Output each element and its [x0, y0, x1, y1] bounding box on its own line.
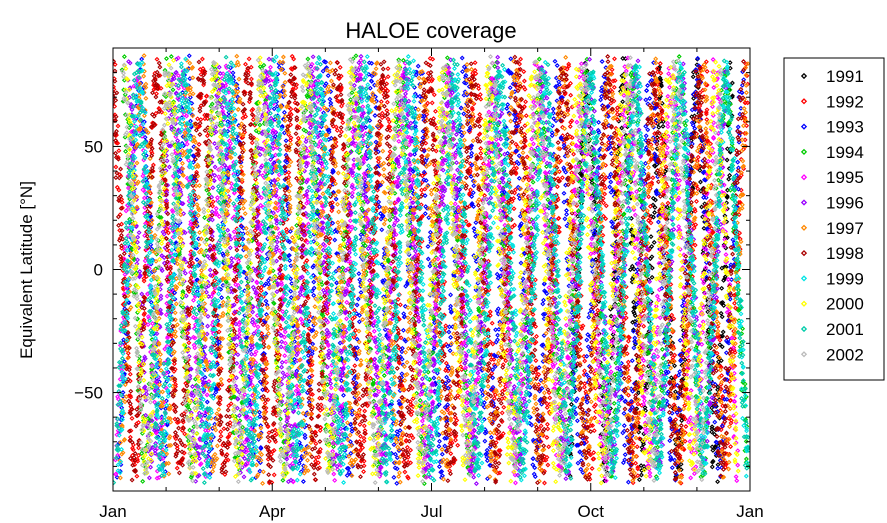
legend-box [783, 57, 885, 381]
x-tick-label: Jan [99, 502, 126, 521]
legend-marker-1997 [800, 224, 808, 231]
data-point-group [430, 57, 456, 483]
data-point-group [492, 54, 520, 484]
data-point-group [582, 62, 609, 473]
data-point-group [465, 54, 493, 478]
data-point-group [575, 67, 604, 486]
data-point-group [327, 57, 356, 472]
data-point-group [605, 54, 633, 472]
data-point-group [420, 65, 447, 484]
data-point-group [558, 65, 588, 466]
legend-marker-1995 [800, 174, 808, 181]
x-tick-label: Jul [421, 502, 443, 521]
data-point-group [396, 59, 426, 475]
legend-label: 2000 [826, 295, 864, 314]
data-point-group [489, 60, 517, 464]
data-point-group [143, 70, 172, 475]
data-point-group [165, 65, 194, 470]
data-point-group [258, 68, 286, 478]
legend: 1991 1992 1993 1994 1995 1996 1997 1998 1999 2000… [800, 67, 864, 364]
data-point-group [113, 58, 137, 483]
legend-label: 1994 [826, 143, 864, 162]
data-point-group [689, 59, 719, 472]
legend-label: 1996 [826, 194, 864, 213]
data-point-group [535, 71, 564, 478]
data-point-group [154, 60, 182, 476]
data-point-group [406, 60, 434, 477]
data-point-group [452, 61, 479, 474]
series-2002 [119, 54, 725, 486]
data-point-group [511, 59, 540, 471]
legend-marker-2001 [800, 325, 808, 333]
data-point-group [603, 55, 633, 478]
data-point-group [373, 65, 401, 478]
x-tick-labels: Jan Apr Jul Oct Jan [99, 502, 763, 521]
legend-marker-2002 [800, 351, 808, 358]
data-point-group [628, 70, 657, 480]
legend-label: 1998 [826, 244, 864, 263]
legend-label: 2002 [826, 345, 864, 364]
legend-marker-1994 [800, 148, 808, 156]
y-tick-label: 50 [84, 137, 103, 156]
legend-marker-1996 [800, 199, 808, 206]
legend-label: 1997 [826, 219, 864, 238]
data-point-group [176, 59, 204, 468]
legend-label: 1992 [826, 92, 864, 111]
data-point-group [236, 57, 263, 476]
y-tick-labels: 50 0 −50 [74, 137, 103, 402]
data-point-group [157, 64, 185, 479]
data-point-group [627, 63, 656, 468]
y-axis-label: Equivalent Latitude [°N] [17, 181, 36, 359]
y-tick-label: −50 [74, 384, 103, 403]
legend-marker-1991 [800, 72, 808, 80]
data-point-group [564, 76, 593, 481]
data-point-group [725, 69, 750, 471]
data-point-group [473, 69, 502, 470]
legend-label: 2001 [826, 320, 864, 339]
data-point-group [645, 76, 673, 471]
axis-ticks [112, 48, 751, 491]
data-point-group [651, 59, 679, 483]
data-point-group [305, 60, 333, 476]
data-point-group [113, 61, 140, 486]
data-point-group [442, 63, 472, 466]
data-point-group [675, 58, 702, 475]
legend-label: 1993 [826, 118, 864, 137]
data-point-group [189, 59, 217, 484]
legend-marker-1992 [800, 98, 808, 105]
scatter-points [113, 53, 750, 487]
legend-marker-1999 [800, 275, 808, 282]
data-point-group [380, 59, 408, 469]
data-point-group [119, 62, 149, 477]
data-point-group [211, 60, 241, 485]
legend-label: 1999 [826, 269, 864, 288]
x-tick-label: Jan [736, 502, 763, 521]
data-point-group [655, 69, 683, 469]
chart-title: HALOE coverage [345, 18, 516, 43]
data-point-group [542, 62, 569, 475]
x-tick-label: Apr [259, 502, 286, 521]
legend-marker-1993 [800, 123, 808, 130]
legend-marker-1998 [800, 249, 808, 257]
data-point-group [696, 67, 725, 483]
data-point-group [282, 63, 310, 473]
data-point-group [588, 69, 616, 476]
data-point-group [315, 61, 344, 476]
data-point-group [180, 70, 208, 477]
legend-label: 1991 [826, 67, 864, 86]
x-tick-label: Oct [578, 502, 605, 521]
y-tick-label: 0 [94, 261, 103, 280]
data-point-group [633, 63, 661, 482]
data-point-group [361, 66, 390, 478]
legend-marker-2000 [800, 300, 808, 307]
legend-label: 1995 [826, 168, 864, 187]
data-point-group [349, 59, 380, 486]
